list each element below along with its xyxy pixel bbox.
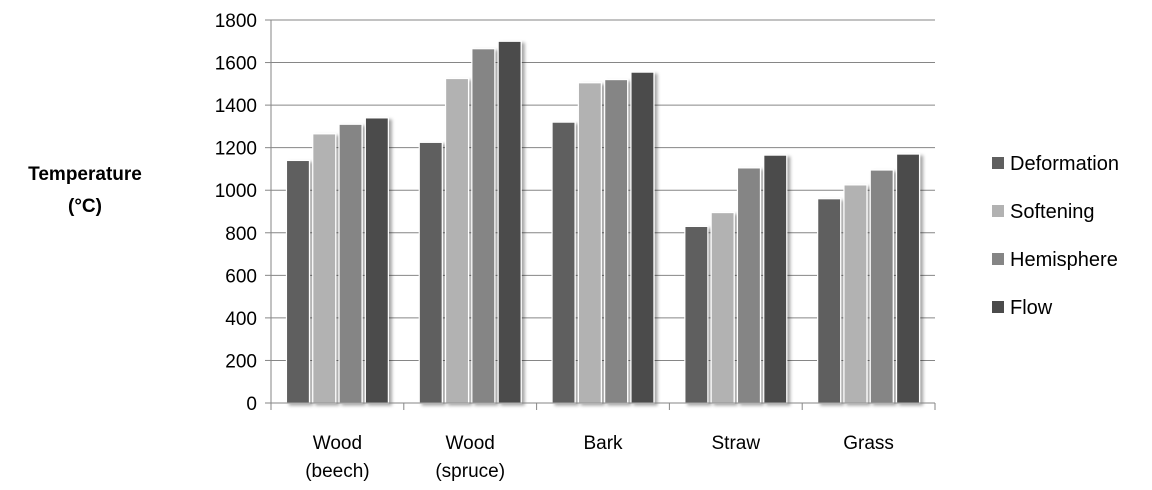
bar-hemisphere-4 — [869, 169, 894, 404]
legend-label-flow: Flow — [1010, 297, 1053, 319]
bar-hemisphere-2 — [604, 78, 629, 404]
y-tick-label: 1600 — [215, 54, 257, 75]
bar-hemisphere-3 — [736, 167, 762, 404]
bar-hemisphere-0 — [338, 123, 363, 404]
y-tick-label: 1800 — [215, 11, 257, 32]
bar-flow-0 — [364, 117, 389, 404]
bar-hemisphere-1 — [471, 48, 496, 404]
y-tick-labels: 0 200 400 600 800 1000 1200 1400 1600 1800 — [215, 11, 257, 415]
y-tick-label: 600 — [225, 266, 257, 287]
legend-label-softening: Softening — [1010, 201, 1095, 223]
bar-softening-0 — [312, 133, 337, 404]
legend: Deformation Softening Hemisphere Flow — [992, 153, 1119, 319]
x-category-label: Wood — [313, 433, 362, 454]
bar-softening-4 — [843, 184, 868, 404]
bar-flow-4 — [895, 153, 921, 404]
bars — [285, 40, 921, 404]
x-category-label: Straw — [712, 433, 761, 454]
y-axis-label-line: Temperature — [28, 164, 142, 185]
legend-swatch-hemisphere — [992, 253, 1004, 265]
legend-swatch-flow — [992, 301, 1004, 313]
bar-deformation-3 — [684, 225, 709, 404]
bar-flow-1 — [497, 40, 522, 404]
y-tick-label: 1200 — [215, 139, 257, 160]
legend-label-hemisphere: Hemisphere — [1010, 249, 1118, 271]
bar-deformation-0 — [285, 159, 311, 404]
x-category-labels: Wood (beech) Wood (spruce) Bark Straw Grass — [305, 433, 894, 482]
y-axis-label: Temperature (°C) — [28, 164, 142, 217]
bar-softening-1 — [444, 77, 470, 404]
axes — [265, 19, 936, 410]
bar-flow-2 — [630, 71, 655, 404]
bar-deformation-1 — [418, 141, 443, 404]
y-tick-label: 1400 — [215, 96, 257, 117]
bar-softening-2 — [577, 82, 602, 404]
y-tick-label: 400 — [225, 309, 257, 330]
legend-label-deformation: Deformation — [1010, 153, 1119, 175]
legend-swatch-softening — [992, 205, 1004, 217]
y-tick-label: 0 — [246, 394, 257, 415]
y-tick-label: 1000 — [215, 181, 257, 202]
x-category-label: (spruce) — [435, 461, 505, 482]
x-category-label: Wood — [446, 433, 495, 454]
bar-flow-3 — [763, 154, 788, 404]
x-category-label: Bark — [583, 433, 623, 454]
bar-deformation-4 — [817, 198, 842, 404]
bar-softening-3 — [710, 211, 735, 404]
x-category-label: (beech) — [305, 461, 369, 482]
x-category-label: Grass — [843, 433, 894, 454]
y-tick-label: 800 — [225, 224, 257, 245]
legend-swatch-deformation — [992, 157, 1004, 169]
y-axis-label-line: (°C) — [68, 196, 102, 217]
y-tick-label: 200 — [225, 351, 257, 372]
bar-deformation-2 — [551, 121, 576, 404]
